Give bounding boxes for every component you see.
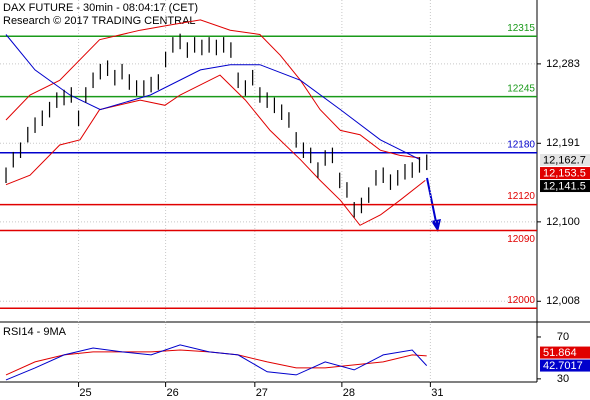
x-tick-label: 27 (256, 387, 268, 399)
chart-subtitle: Research © 2017 TRADING CENTRAL (3, 15, 196, 27)
level-label: 12245 (507, 83, 535, 94)
price-marker-box (540, 359, 590, 372)
y-tick-label: 12,191 (546, 137, 580, 149)
x-tick-label: 28 (343, 387, 355, 399)
overlay-line (5, 74, 426, 226)
level-label: 12120 (507, 191, 535, 202)
y-tick-label: 30 (557, 373, 569, 385)
y-tick-label: 12,283 (546, 58, 580, 70)
x-tick-label: 31 (431, 387, 443, 399)
y-tick-label: 12,100 (546, 216, 580, 228)
arrow-shaft (426, 177, 437, 223)
overlay-line (5, 19, 421, 159)
y-tick-label: 70 (557, 331, 569, 343)
level-label: 12090 (507, 234, 535, 245)
price-marker-box (540, 154, 590, 167)
level-label: 12180 (507, 139, 535, 150)
level-label: 12315 (507, 23, 535, 34)
price-marker-label: 51.864 (543, 347, 577, 359)
y-tick-label: 12,008 (546, 295, 580, 307)
chart-title: DAX FUTURE - 30min - 08:04:17 (CET) (3, 2, 198, 14)
price-marker-box (540, 346, 590, 359)
x-tick-label: 25 (79, 387, 91, 399)
series-line (5, 344, 428, 381)
price-marker-label: 12,141.5 (543, 180, 586, 192)
price-marker-box (540, 167, 590, 180)
price-marker-label: 12,153.5 (543, 167, 586, 179)
x-tick-label: 26 (166, 387, 178, 399)
level-label: 12000 (507, 295, 535, 306)
price-marker-box (540, 180, 590, 193)
rsi-title: RSI14 - 9MA (3, 326, 67, 338)
price-marker-label: 12,162.7 (543, 154, 586, 166)
price-marker-label: 42.7017 (543, 360, 583, 372)
